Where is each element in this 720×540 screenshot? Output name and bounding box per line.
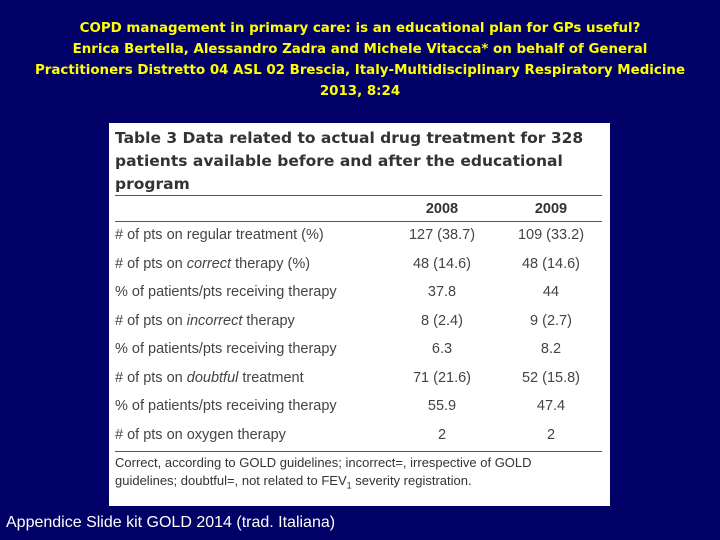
table-row: # of pts on correct therapy (%) 48 (14.6)… (115, 252, 602, 280)
slide-header: COPD management in primary care: is an e… (20, 18, 700, 102)
row-label: % of patients/pts receiving therapy (115, 398, 337, 414)
footnote-subscript: 1 (346, 480, 352, 491)
footnote-line-2-end: severity registration. (351, 473, 472, 488)
footnote-line-1: Correct, according to GOLD guidelines; i… (115, 455, 532, 470)
row-label-text: # of pts on (115, 369, 187, 386)
table-title-line-2: patients available before and after the … (115, 152, 563, 170)
appendix-caption: Appendice Slide kit GOLD 2014 (trad. Ita… (6, 514, 336, 531)
cell-2009: 52 (15.8) (521, 369, 581, 386)
row-label-suffix: treatment (238, 369, 304, 386)
row-label-text: # of pts on regular treatment (%) (115, 227, 324, 243)
row-label-emphasis: correct (186, 255, 232, 272)
table-bottom-rule (115, 451, 602, 452)
table-footnote: Correct, according to GOLD guidelines; i… (115, 454, 602, 495)
cell-2008: 37.8 (427, 284, 457, 300)
cell-2009: 9 (2.7) (530, 312, 572, 329)
row-label: # of pts on regular treatment (%) (115, 227, 324, 243)
header-line-2: Enrica Bertella, Alessandro Zadra and Mi… (72, 42, 648, 57)
table-row: # of pts on oxygen therapy 2 2 (115, 423, 602, 451)
row-label-text: # of pts on (115, 255, 187, 272)
table-row: # of pts on doubtful treatment 71 (21.6) 5… (115, 366, 602, 394)
row-label-emphasis: incorrect (186, 312, 243, 329)
column-header-2008: 2008 (425, 201, 459, 217)
table-row: # of pts on incorrect therapy 8 (2.4) 9 (2… (115, 309, 602, 337)
table-row: % of patients/pts receiving therapy 6.3 8.… (115, 337, 602, 365)
cell-2009: 48 (14.6) (521, 255, 581, 272)
row-label: % of patients/pts receiving therapy (115, 341, 337, 357)
cell-2009: 44 (542, 284, 560, 300)
column-header-2009: 2009 (534, 201, 568, 217)
cell-2009: 47.4 (536, 398, 566, 414)
table-header-rule (115, 221, 602, 222)
row-label: # of pts on incorrect therapy (115, 313, 295, 329)
table-title: Table 3 Data related to actual drug trea… (115, 127, 595, 196)
cell-2009: 109 (33.2) (517, 227, 585, 243)
row-label-text: % of patients/pts receiving therapy (115, 398, 337, 414)
cell-2008: 127 (38.7) (408, 227, 476, 243)
footnote-line-2-start: guidelines; doubtful=, not related to FE… (115, 473, 347, 488)
row-label-text: # of pts on oxygen therapy (115, 426, 286, 443)
table-row: # of pts on regular treatment (%) 127 (38… (115, 223, 602, 251)
row-label-emphasis: doubtful (186, 369, 239, 386)
row-label: % of patients/pts receiving therapy (115, 284, 337, 300)
row-label-suffix: therapy (242, 312, 295, 329)
cell-2009: 8.2 (540, 341, 562, 357)
table-row: % of patients/pts receiving therapy 55.9 4… (115, 394, 602, 422)
cell-2009: 2 (546, 426, 556, 443)
row-label-text: # of pts on (115, 312, 187, 329)
header-line-1: COPD management in primary care: is an e… (79, 21, 641, 36)
footnote-line-2: guidelines; doubtful=, not related to FE… (115, 472, 602, 495)
cell-2008: 48 (14.6) (412, 255, 472, 272)
row-label-text: % of patients/pts receiving therapy (115, 284, 337, 300)
row-label-suffix: therapy (%) (231, 255, 311, 272)
table-title-line-1: Table 3 Data related to actual drug trea… (115, 129, 584, 147)
table-top-rule (115, 195, 602, 196)
row-label: # of pts on oxygen therapy (115, 427, 286, 443)
cell-2008: 6.3 (431, 341, 453, 357)
cell-2008: 8 (2.4) (421, 312, 463, 329)
row-label: # of pts on correct therapy (%) (115, 256, 310, 272)
cell-2008: 55.9 (427, 398, 457, 414)
header-line-4: 2013, 8:24 (319, 84, 401, 99)
table-row: % of patients/pts receiving therapy 37.8 4… (115, 280, 602, 308)
table-title-line-3: program (115, 175, 190, 193)
row-label: # of pts on doubtful treatment (115, 370, 304, 386)
cell-2008: 71 (21.6) (412, 369, 472, 386)
cell-2008: 2 (437, 426, 447, 443)
row-label-text: % of patients/pts receiving therapy (115, 341, 337, 357)
table-image-panel: Table 3 Data related to actual drug trea… (109, 123, 610, 506)
header-line-3: Practitioners Distretto 04 ASL 02 Bresci… (34, 63, 686, 78)
